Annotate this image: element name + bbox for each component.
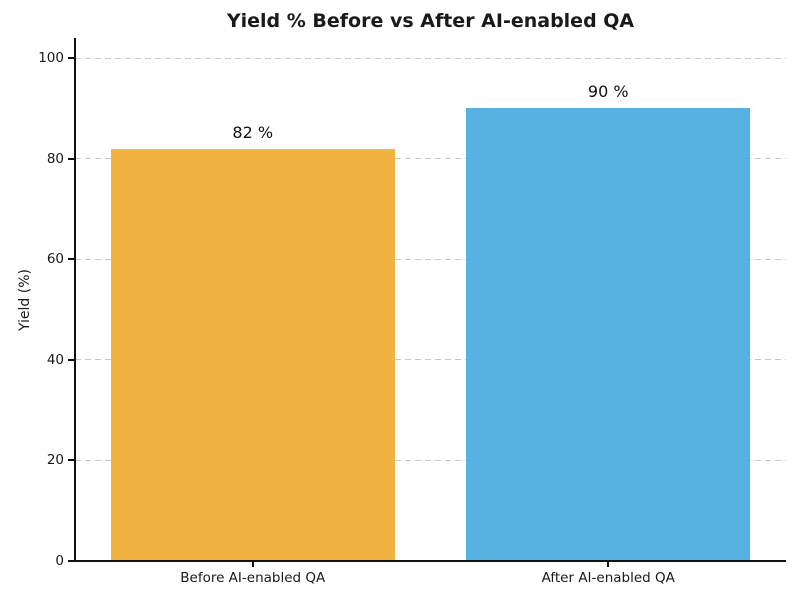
x-tick-mark xyxy=(607,561,610,567)
bar-value-label: 90 % xyxy=(587,82,629,102)
gridline xyxy=(75,359,786,361)
y-tick-mark xyxy=(68,459,75,462)
plot-area: 0 20 40 60 80 100 82 % Before AI-enabled QA 90 %… xyxy=(38,38,786,586)
x-tick-label: Before AI-enabled QA xyxy=(180,570,326,586)
y-tick-mark xyxy=(68,358,75,361)
y-tick-mark xyxy=(68,560,75,562)
y-tick-label: 80 xyxy=(46,150,64,167)
y-tick-label: 40 xyxy=(46,351,64,368)
y-tick-label: 0 xyxy=(55,553,64,569)
y-axis-spine xyxy=(74,38,76,561)
y-tick-mark xyxy=(68,258,75,261)
gridline xyxy=(75,158,786,160)
x-axis-spine xyxy=(74,560,786,562)
gridline xyxy=(75,57,786,59)
x-tick-mark xyxy=(251,561,254,567)
y-tick-mark xyxy=(68,157,75,160)
y-tick-label: 100 xyxy=(38,50,64,67)
y-tick-mark xyxy=(68,57,75,60)
y-tick-label: 60 xyxy=(46,251,64,268)
bar xyxy=(110,148,395,561)
y-tick-label: 20 xyxy=(46,452,64,469)
gridline xyxy=(75,258,786,260)
y-axis-label: Yield (%) xyxy=(17,268,33,332)
chart-title: Yield % Before vs After AI-enabled QA xyxy=(226,10,635,32)
bar xyxy=(466,108,751,561)
bar-value-label: 82 % xyxy=(232,122,274,142)
gridline xyxy=(75,459,786,461)
x-tick-label: After AI-enabled QA xyxy=(541,570,675,586)
